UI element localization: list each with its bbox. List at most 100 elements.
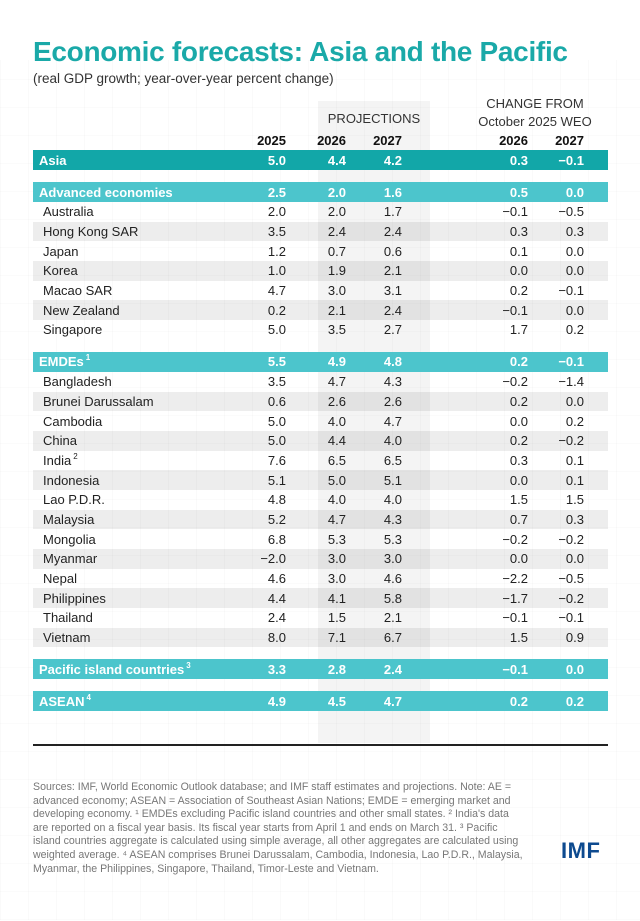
row-label: Thailand: [43, 610, 93, 625]
value-cell: 0.2: [565, 413, 584, 429]
table-row: Korea 1.0 1.9 2.1 0.0 0.0: [33, 261, 608, 281]
value-cell: 0.1: [565, 472, 584, 488]
value-cell: 4.6: [383, 571, 402, 587]
value-cell: 3.5: [267, 224, 286, 240]
value-cell: 7.6: [267, 452, 286, 468]
footnotes: Sources: IMF, World Economic Outlook dat…: [33, 781, 523, 875]
value-cell: 3.0: [327, 283, 346, 299]
row-label: Bangladesh: [43, 374, 112, 389]
change-header-line2: October 2025 WEO: [478, 114, 592, 129]
value-cell: −0.1: [558, 354, 584, 370]
row-label: China: [43, 433, 77, 448]
value-cell: 2.0: [327, 204, 346, 220]
row-label: Lao P.D.R.: [43, 492, 105, 507]
row-label-text: Cambodia: [43, 413, 103, 429]
value-cell: 6.7: [383, 630, 402, 646]
table-row: Australia 2.0 2.0 1.7 −0.1 −0.5: [33, 202, 608, 222]
value-cell: 2.6: [327, 393, 346, 409]
row-label-text: Indonesia: [43, 472, 100, 488]
value-cell: 0.2: [509, 393, 528, 409]
table-row: India 2 7.6 6.5 6.5 0.3 0.1: [33, 451, 608, 471]
value-cell: 4.0: [383, 492, 402, 508]
value-cell: −0.1: [558, 283, 584, 299]
value-cell: −2.2: [502, 571, 528, 587]
row-label: Australia: [43, 204, 94, 219]
row-label: Pacific island countries 3: [39, 661, 191, 677]
group-row: EMDEs 1 5.5 4.9 4.8 0.2 −0.1: [33, 351, 608, 372]
table-row: Bangladesh 3.5 4.7 4.3 −0.2 −1.4: [33, 372, 608, 392]
row-label-text: Pacific island countries: [39, 661, 185, 677]
value-cell: 0.7: [509, 511, 528, 527]
value-cell: 4.4: [267, 590, 286, 606]
row-label: Korea: [43, 263, 78, 278]
table-row: Malaysia 5.2 4.7 4.3 0.7 0.3: [33, 509, 608, 530]
row-label: ASEAN 4: [39, 692, 91, 709]
row-label-text: Macao SAR: [43, 283, 113, 299]
value-cell: 4.1: [327, 590, 346, 606]
value-cell: 4.8: [267, 492, 286, 508]
table-row: Thailand 2.4 1.5 2.1 −0.1 −0.1: [33, 608, 608, 628]
value-cell: 0.2: [509, 354, 528, 370]
value-cell: 1.7: [509, 322, 528, 338]
footnote-marker: 4: [86, 692, 91, 702]
value-cell: 0.3: [565, 511, 584, 527]
value-cell: 7.1: [327, 630, 346, 646]
group-row: Advanced economies 2.5 2.0 1.6 0.5 0.0: [33, 182, 608, 202]
value-cell: 0.6: [383, 243, 402, 259]
value-cell: 2.1: [327, 302, 346, 318]
value-cell: 5.2: [267, 511, 286, 527]
change-header-line1: CHANGE FROM: [486, 96, 584, 111]
value-cell: 0.2: [565, 693, 584, 709]
value-cell: −0.1: [502, 204, 528, 220]
imf-logo: IMF: [561, 838, 601, 863]
value-cell: 4.7: [327, 374, 346, 390]
row-label-text: Hong Kong SAR: [43, 224, 139, 240]
row-label: India 2: [43, 452, 78, 468]
value-cell: 5.3: [383, 531, 402, 547]
value-cell: 0.2: [509, 693, 528, 709]
value-cell: 0.1: [509, 243, 528, 259]
value-cell: −0.2: [558, 590, 584, 606]
value-cell: 3.1: [383, 283, 402, 299]
value-cell: 0.7: [327, 243, 346, 259]
table-body: Asia 5.0 4.4 4.2 0.3 −0.1 Advanced economies 2.…: [33, 150, 608, 712]
row-label-text: New Zealand: [43, 302, 120, 318]
value-cell: 2.1: [383, 263, 402, 279]
value-cell: −0.2: [558, 433, 584, 449]
row-label-text: Asia: [39, 152, 67, 168]
value-cell: 0.2: [565, 322, 584, 338]
row-spacer: [33, 340, 608, 352]
value-cell: 0.0: [509, 263, 528, 279]
row-label-text: Thailand: [43, 610, 93, 626]
value-cell: −0.1: [502, 661, 528, 677]
row-label: Philippines: [43, 591, 106, 606]
value-cell: −0.1: [558, 610, 584, 626]
table-row: Macao SAR 4.7 3.0 3.1 0.2 −0.1: [33, 281, 608, 301]
value-cell: −0.1: [502, 302, 528, 318]
value-cell: 0.2: [267, 302, 286, 318]
row-label-text: Philippines: [43, 590, 106, 606]
row-label-text: Vietnam: [43, 630, 91, 646]
table-row: Lao P.D.R. 4.8 4.0 4.0 1.5 1.5: [33, 490, 608, 510]
footnote-marker: 1: [85, 353, 91, 363]
table-row: Indonesia 5.1 5.0 5.1 0.0 0.1: [33, 470, 608, 490]
value-cell: −1.7: [502, 590, 528, 606]
value-cell: 4.9: [327, 354, 346, 370]
value-cell: −2.0: [260, 551, 286, 567]
value-cell: 0.2: [509, 283, 528, 299]
value-cell: 2.4: [267, 610, 286, 626]
table-row: Nepal 4.6 3.0 4.6 −2.2 −0.5: [33, 569, 608, 589]
value-cell: 0.0: [565, 184, 584, 200]
row-label-text: ASEAN: [39, 693, 85, 709]
row-label: Cambodia: [43, 414, 102, 429]
column-header-change-2027: 2027: [555, 132, 584, 148]
value-cell: 4.8: [383, 354, 402, 370]
value-cell: 2.7: [383, 322, 402, 338]
value-cell: 0.0: [509, 472, 528, 488]
row-label: Asia: [39, 153, 66, 168]
value-cell: 0.9: [565, 630, 584, 646]
row-label-text: Lao P.D.R.: [43, 492, 105, 508]
value-cell: 6.5: [327, 452, 346, 468]
value-cell: 4.0: [327, 413, 346, 429]
value-cell: 3.0: [327, 551, 346, 567]
